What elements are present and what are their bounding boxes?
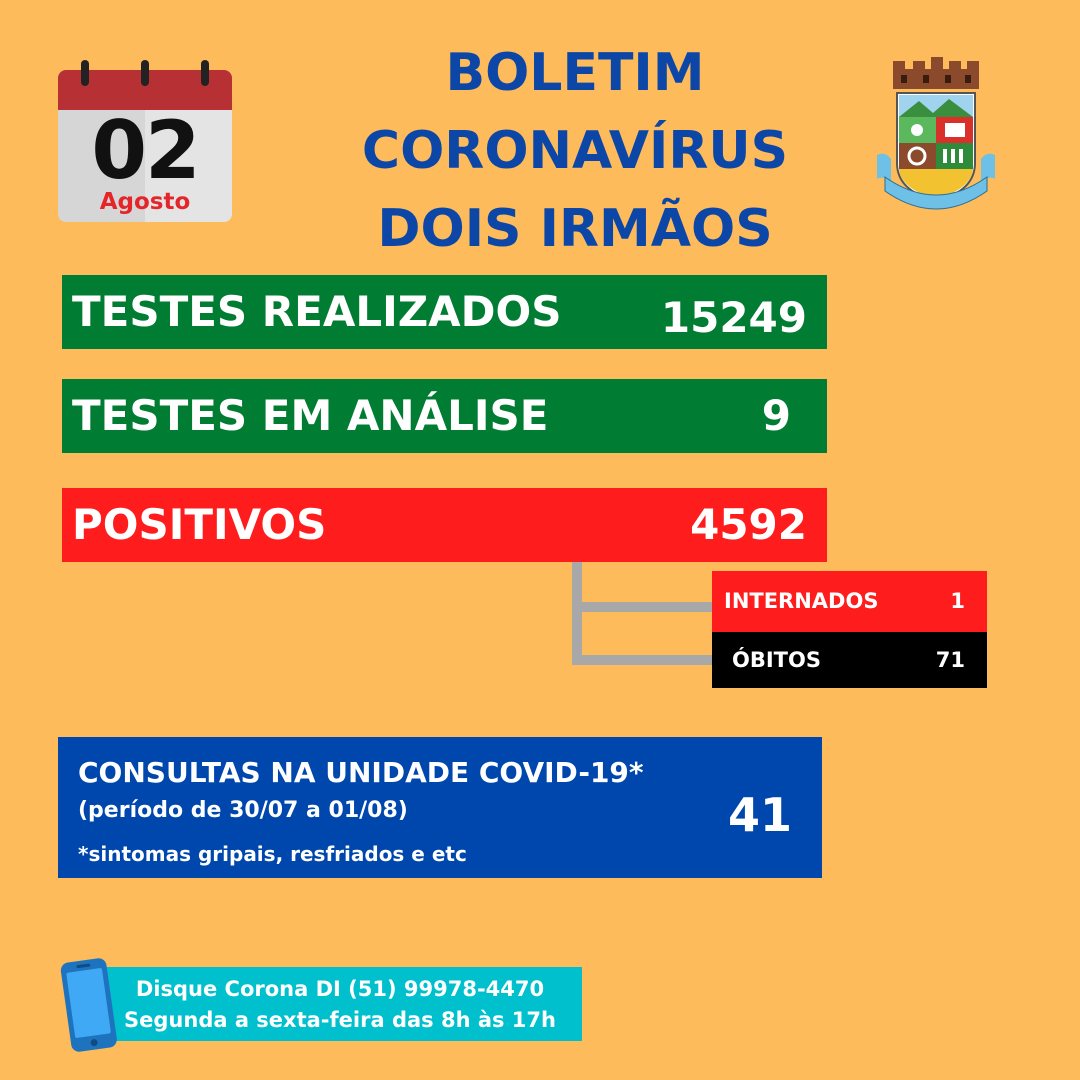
testes-realizados-label: TESTES REALIZADOS bbox=[72, 287, 562, 336]
testes-em-analise-bar: TESTES EM ANÁLISE 9 bbox=[62, 379, 827, 453]
obitos-box: ÓBITOS 71 bbox=[712, 632, 987, 688]
calendar-ring bbox=[81, 60, 89, 86]
phone-icon bbox=[58, 956, 120, 1056]
calendar-ring bbox=[201, 60, 209, 86]
obitos-label: ÓBITOS bbox=[732, 648, 821, 672]
consultas-box: CONSULTAS NA UNIDADE COVID-19* (período … bbox=[58, 737, 822, 878]
testes-realizados-bar: TESTES REALIZADOS 15249 bbox=[62, 275, 827, 349]
calendar-day: 02 bbox=[91, 104, 200, 197]
page-title: BOLETIM CORONAVÍRUS DOIS IRMÃOS bbox=[330, 34, 820, 268]
contact-phone-line[interactable]: Disque Corona DI (51) 99978-4470 bbox=[135, 977, 545, 1001]
obitos-value: 71 bbox=[935, 648, 965, 672]
testes-em-analise-label: TESTES EM ANÁLISE bbox=[72, 391, 549, 440]
consultas-period: (período de 30/07 a 01/08) bbox=[78, 798, 408, 823]
positivos-value: 4592 bbox=[690, 500, 807, 549]
title-line-3: DOIS IRMÃOS bbox=[377, 199, 773, 259]
consultas-note: *sintomas gripais, resfriados e etc bbox=[78, 842, 467, 866]
consultas-title: CONSULTAS NA UNIDADE COVID-19* bbox=[78, 756, 644, 789]
positivos-label: POSITIVOS bbox=[72, 500, 327, 549]
contact-hours-line: Segunda a sexta-feira das 8h às 17h bbox=[124, 1008, 556, 1032]
testes-realizados-value: 15249 bbox=[660, 293, 807, 342]
coat-of-arms-icon bbox=[875, 55, 997, 215]
internados-box: INTERNADOS 1 bbox=[712, 571, 987, 632]
calendar-page-shade bbox=[145, 110, 232, 222]
consultas-value: 41 bbox=[728, 788, 793, 842]
connector-lines bbox=[570, 562, 715, 667]
title-line-1: BOLETIM bbox=[445, 43, 705, 103]
internados-value: 1 bbox=[950, 589, 965, 613]
calendar-month: Agosto bbox=[99, 189, 191, 215]
internados-label: INTERNADOS bbox=[724, 589, 879, 613]
contact-box: Disque Corona DI (51) 99978-4470 Segunda… bbox=[98, 967, 582, 1041]
positivos-bar: POSITIVOS 4592 bbox=[62, 488, 827, 562]
calendar-icon: 02 Agosto bbox=[58, 60, 232, 222]
testes-em-analise-value: 9 bbox=[761, 391, 791, 440]
calendar-ring bbox=[141, 60, 149, 86]
title-line-2: CORONAVÍRUS bbox=[361, 121, 789, 181]
